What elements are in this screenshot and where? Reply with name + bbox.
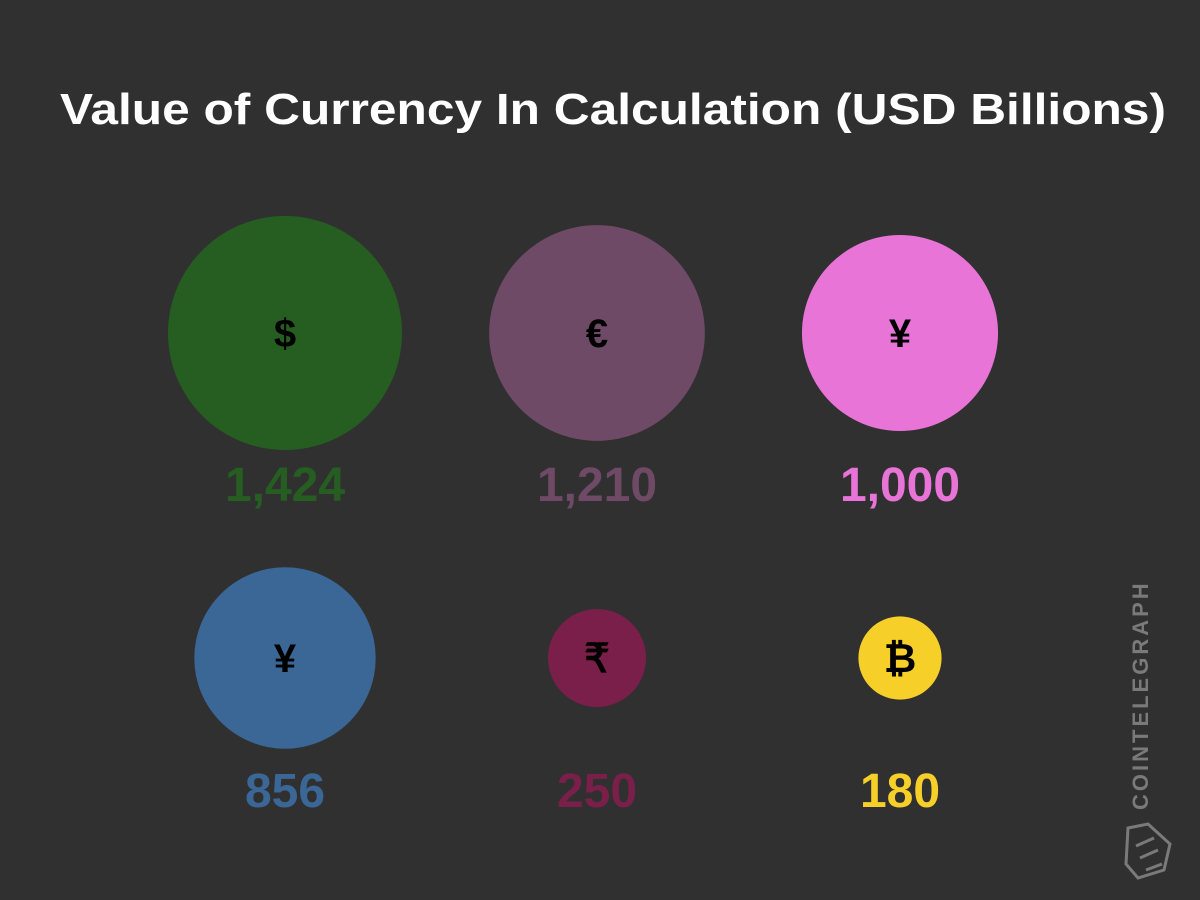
bubble — [547, 608, 647, 708]
bubble — [168, 216, 402, 450]
value-label: 1,210 — [537, 459, 657, 512]
currency-symbol: € — [586, 312, 608, 356]
currency-symbol: ¥ — [889, 312, 912, 356]
value-label: 1,000 — [840, 459, 960, 512]
chart-title: Value of Currency In Calculation (USD Bi… — [60, 85, 1166, 134]
bubble — [801, 234, 999, 432]
currency-symbol: ₿ — [884, 637, 917, 681]
bubble — [858, 616, 942, 700]
bubble — [194, 567, 376, 749]
currency-symbol: ₹ — [584, 637, 609, 681]
bubble — [489, 225, 705, 441]
currency-symbol: ¥ — [274, 637, 297, 681]
watermark: COINTELEGRAPH — [1128, 580, 1153, 810]
value-label: 250 — [557, 765, 637, 818]
currency-symbol: $ — [274, 312, 296, 356]
value-label: 856 — [245, 765, 325, 818]
value-label: 180 — [860, 765, 940, 818]
logo — [1124, 822, 1172, 880]
value-label: 1,424 — [225, 459, 345, 512]
